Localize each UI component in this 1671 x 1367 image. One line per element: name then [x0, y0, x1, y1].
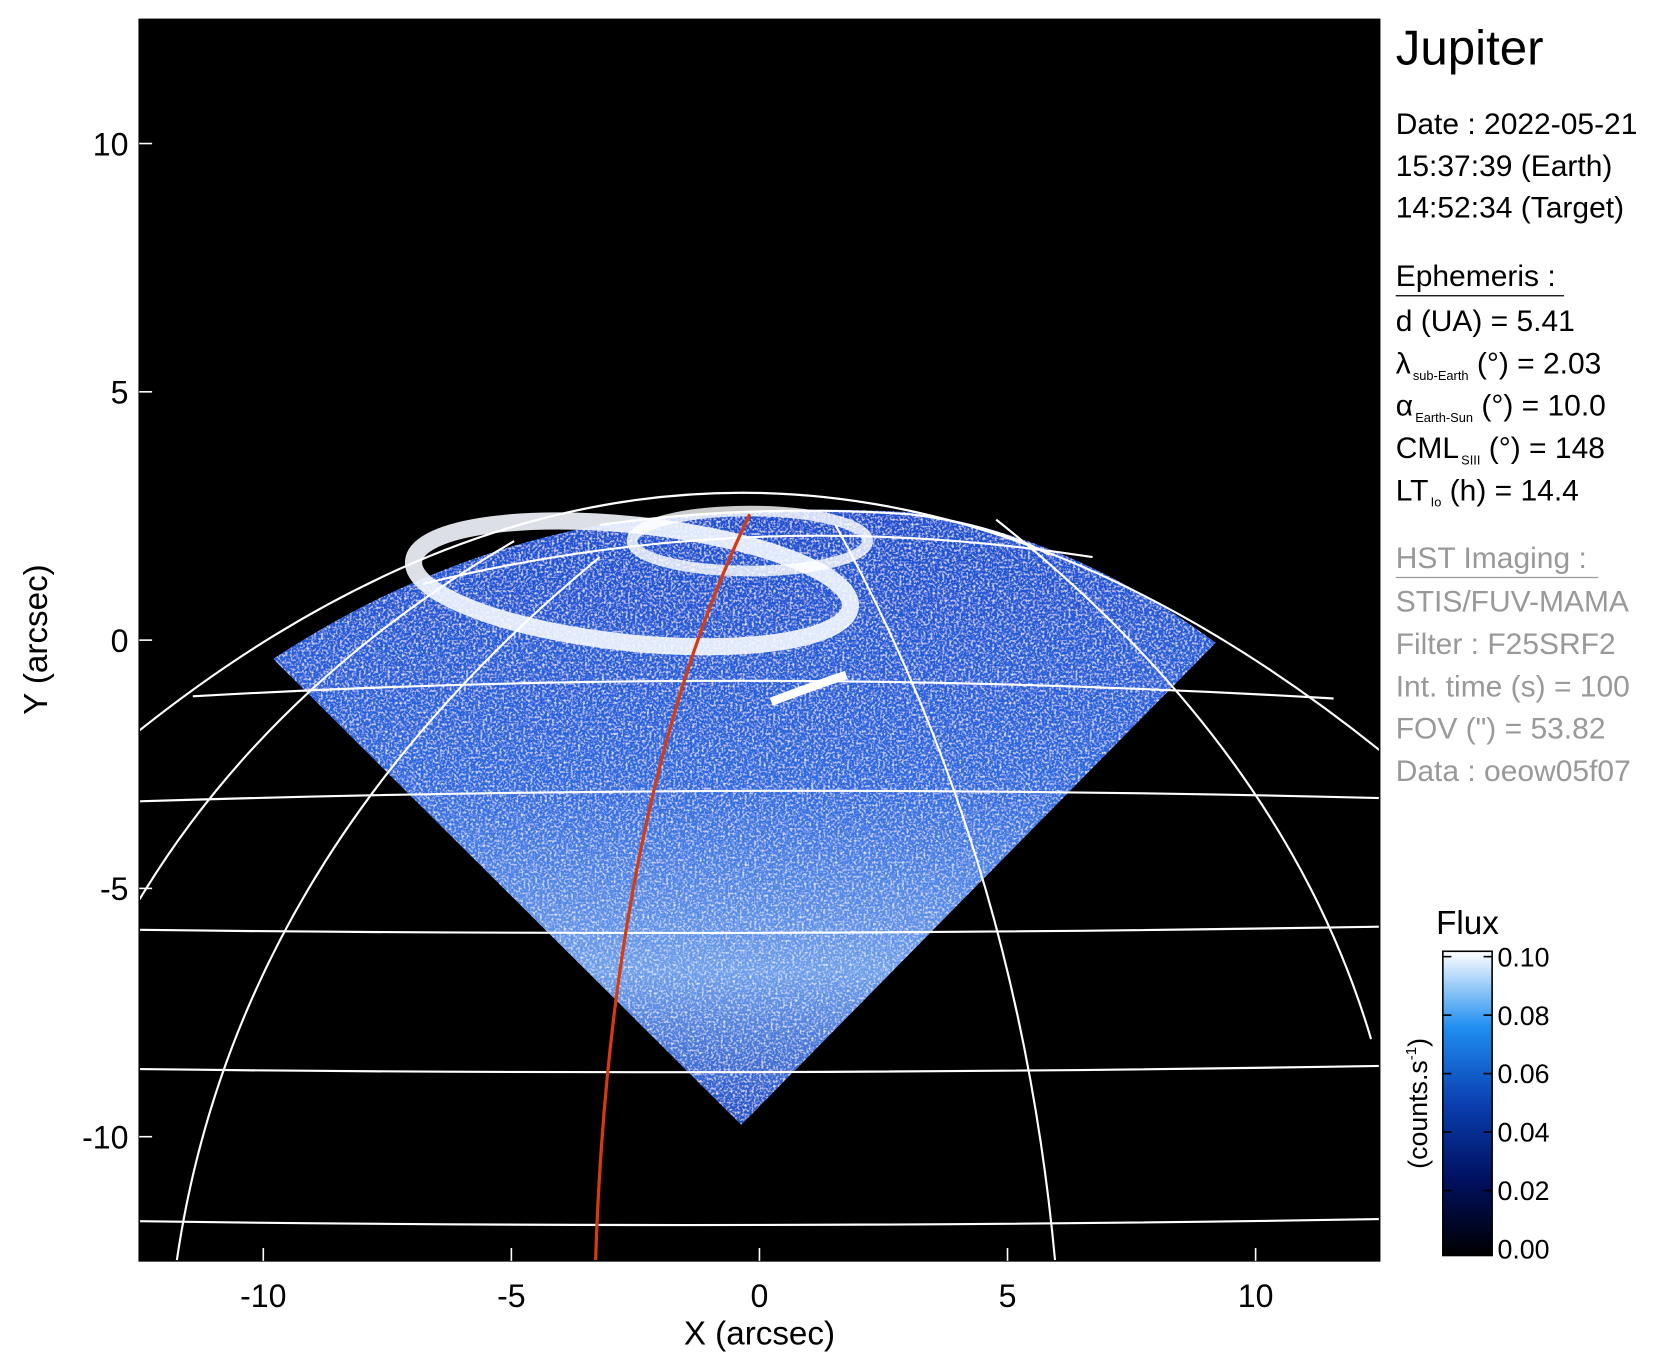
planet-grid	[139, 491, 1380, 1261]
ephemeris-row: α Earth-Sun (°) = 10.0	[1396, 390, 1606, 425]
y-tick-label: 10	[93, 126, 129, 162]
imaging-title: HST Imaging :	[1396, 542, 1587, 575]
x-axis-label: X (arcsec)	[684, 1315, 835, 1352]
ephemeris-symbol: LT	[1396, 474, 1429, 507]
central-meridian	[593, 513, 752, 1261]
ephemeris-row: λ sub-Earth (°) = 2.03	[1396, 347, 1602, 382]
date-line: Date : 2022-05-21	[1396, 108, 1638, 141]
colorbar	[1442, 950, 1493, 1257]
ephemeris-title: Ephemeris :	[1396, 260, 1556, 293]
date-line: 14:52:34 (Target)	[1396, 192, 1624, 225]
colorbar-tick-label: 0.10	[1497, 942, 1549, 972]
ephemeris-symbol: λ	[1396, 347, 1411, 380]
ephemeris-value: (°) = 10.0	[1473, 390, 1606, 423]
imaging-line: Data : oeow05f07	[1396, 755, 1631, 788]
x-tick-label: -5	[497, 1278, 526, 1314]
ephemeris-row: d (UA) = 5.41	[1396, 305, 1575, 338]
colorbar-tick-label: 0.04	[1497, 1118, 1549, 1148]
y-tick-label: 5	[111, 375, 129, 411]
ephemeris-subscript: Earth-Sun	[1415, 410, 1473, 425]
colorbar-unit-text: (counts.s	[1403, 1060, 1433, 1169]
colorbar-tick-label: 0.06	[1497, 1059, 1549, 1089]
y-axis-label: Y (arcsec)	[18, 564, 55, 715]
y-tick-label: -5	[100, 871, 129, 907]
ephemeris-subscript: SIII	[1461, 452, 1480, 467]
y-tick-label: -10	[82, 1119, 128, 1155]
x-tick-label: 0	[751, 1278, 769, 1314]
image-layer	[139, 491, 1380, 1261]
imaging-line: Filter : F25SRF2	[1396, 628, 1616, 661]
colorbar-unit: (counts.s-1)	[1403, 1038, 1433, 1169]
colorbar-unit-end: )	[1403, 1038, 1433, 1047]
ephemeris-symbol: CML	[1396, 432, 1459, 465]
ephemeris-value: (h) = 14.4	[1441, 474, 1579, 507]
ephemeris-subscript: Io	[1431, 495, 1442, 510]
colorbar-tick-label: 0.00	[1497, 1235, 1549, 1265]
x-tick-label: 10	[1238, 1278, 1274, 1314]
emission-region	[273, 509, 1216, 1125]
y-tick-label: 0	[111, 623, 129, 659]
ephemeris-value: (°) = 2.03	[1469, 347, 1602, 380]
imaging-line: FOV (") = 53.82	[1396, 713, 1606, 746]
auroral-spot	[769, 670, 848, 706]
title: Jupiter	[1396, 20, 1544, 75]
ephemeris-row: CML SIII (°) = 148	[1396, 432, 1605, 467]
date-line: 15:37:39 (Earth)	[1396, 150, 1613, 183]
colorbar-tick-label: 0.08	[1497, 1001, 1549, 1031]
colorbar-tick-label: 0.02	[1497, 1176, 1549, 1206]
colorbar-label: Flux	[1436, 905, 1499, 942]
x-tick-label: -10	[240, 1278, 286, 1314]
ephemeris-symbol: α	[1396, 390, 1413, 423]
ephemeris-value: (°) = 148	[1480, 432, 1605, 465]
imaging-line: Int. time (s) = 100	[1396, 670, 1630, 703]
ephemeris-row: LT Io (h) = 14.4	[1396, 474, 1579, 509]
ephemeris-subscript: sub-Earth	[1413, 368, 1469, 383]
colorbar-unit-sup: -1	[1403, 1047, 1420, 1060]
x-tick-label: 5	[999, 1278, 1017, 1314]
imaging-line: STIS/FUV-MAMA	[1396, 586, 1629, 619]
ephemeris-symbol: d (UA) = 5.41	[1396, 305, 1575, 338]
